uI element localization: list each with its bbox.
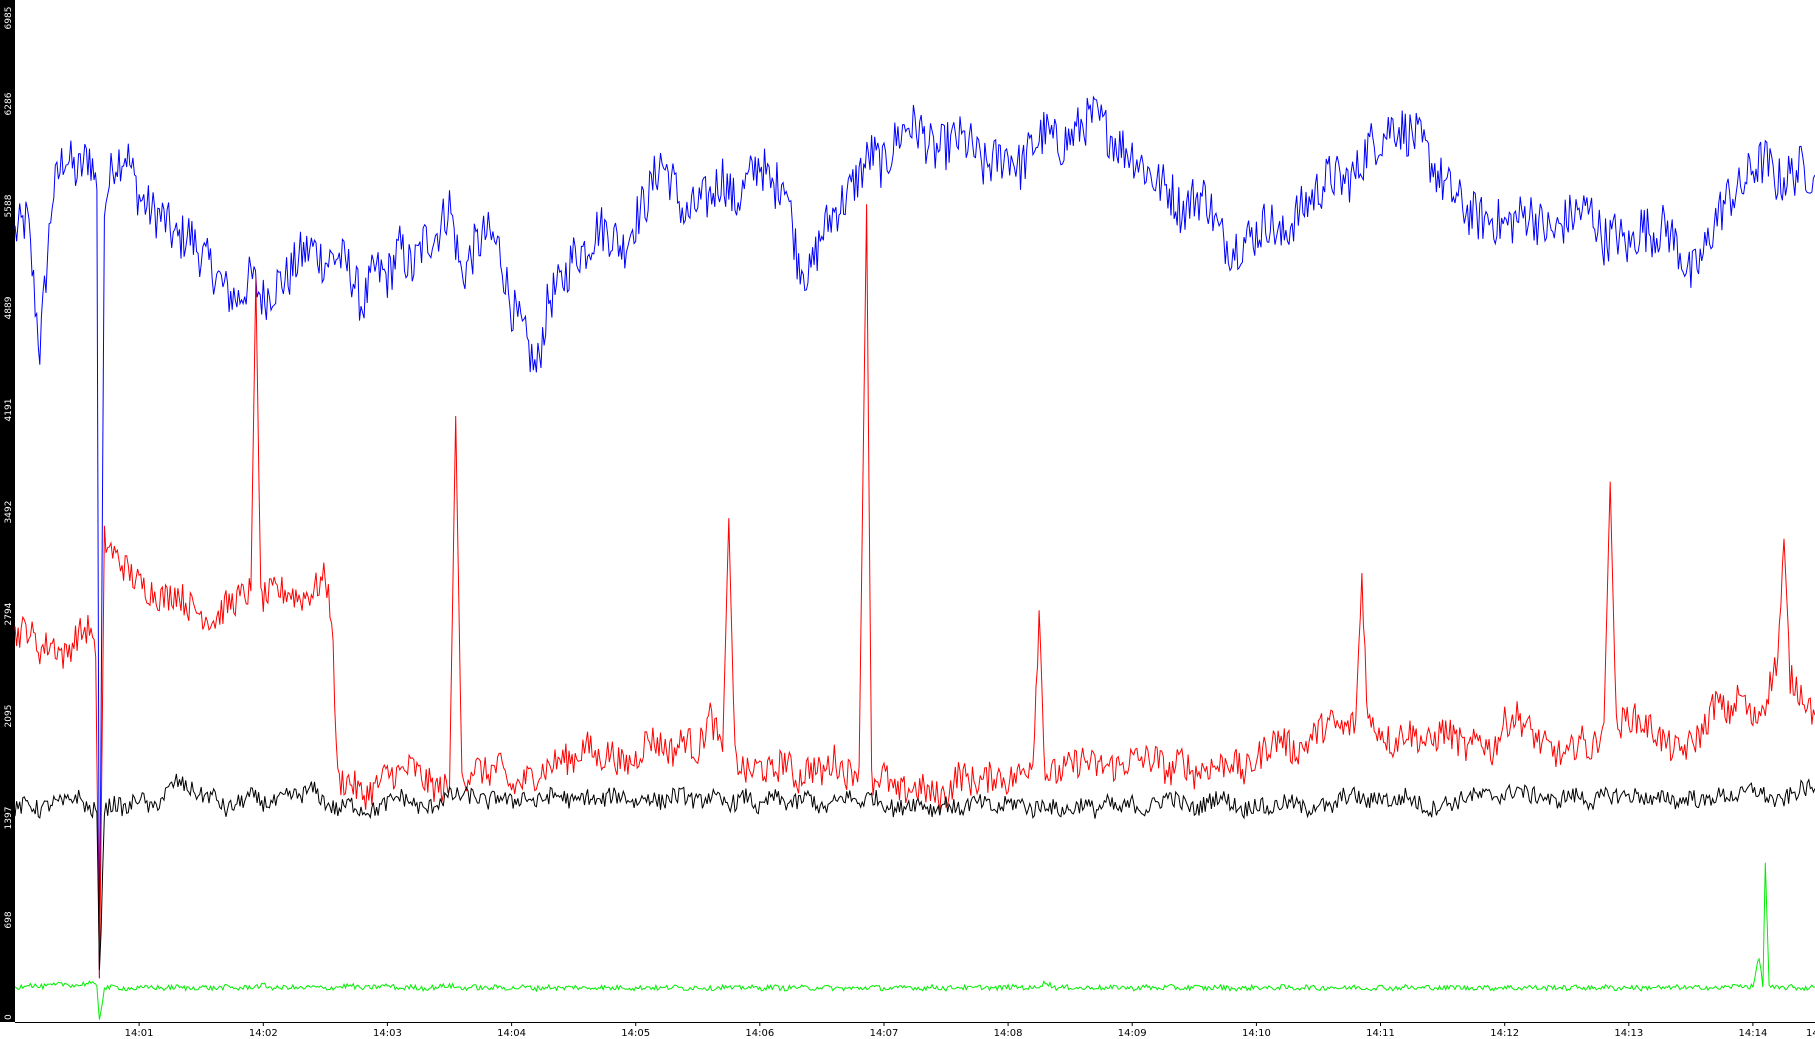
y-tick-label: 3492 <box>4 501 14 524</box>
x-tick-label: 14:15 <box>1806 1028 1815 1039</box>
x-tick-labels: 14:01 14:02 14:03 14:04 14:05 14:06 14:07 14:08… <box>125 1022 1815 1039</box>
x-tick-label: 14:03 <box>373 1028 402 1039</box>
x-tick-label: 14:11 <box>1366 1028 1395 1039</box>
y-tick-label: 6985 <box>4 7 14 30</box>
x-tick-label: 14:02 <box>249 1028 278 1039</box>
y-axis-strip <box>0 0 15 1022</box>
x-tick-label: 14:06 <box>745 1028 774 1039</box>
x-tick-label: 14:08 <box>994 1028 1023 1039</box>
series-layer <box>14 95 1815 1020</box>
series-line-3 <box>14 773 1815 970</box>
y-tick-label: 5588 <box>4 194 14 217</box>
x-tick-label: 14:10 <box>1242 1028 1271 1039</box>
x-tick-label: 14:01 <box>125 1028 154 1039</box>
x-tick-label: 14:12 <box>1490 1028 1519 1039</box>
x-tick-label: 14:09 <box>1118 1028 1147 1039</box>
y-tick-labels: 0 698 1397 2095 2794 3492 4191 4889 5588 6286 6985 <box>4 7 14 1020</box>
x-tick-label: 14:05 <box>621 1028 650 1039</box>
y-tick-label: 4191 <box>4 399 14 422</box>
y-tick-label: 698 <box>4 911 14 928</box>
y-tick-label: 2794 <box>4 602 14 625</box>
y-tick-label: 6286 <box>4 92 14 115</box>
x-tick-label: 14:07 <box>870 1028 899 1039</box>
y-tick-label: 2095 <box>4 705 14 728</box>
x-tick-label: 14:13 <box>1614 1028 1643 1039</box>
y-tick-label: 4889 <box>4 296 14 319</box>
x-tick-label: 14:04 <box>497 1028 526 1039</box>
x-tick-label: 14:14 <box>1738 1028 1767 1039</box>
series-line-2 <box>14 204 1815 979</box>
y-tick-label: 1397 <box>4 807 14 830</box>
y-tick-label: 0 <box>4 1014 14 1020</box>
series-line-1 <box>14 95 1815 979</box>
series-line-4 <box>14 862 1815 1020</box>
